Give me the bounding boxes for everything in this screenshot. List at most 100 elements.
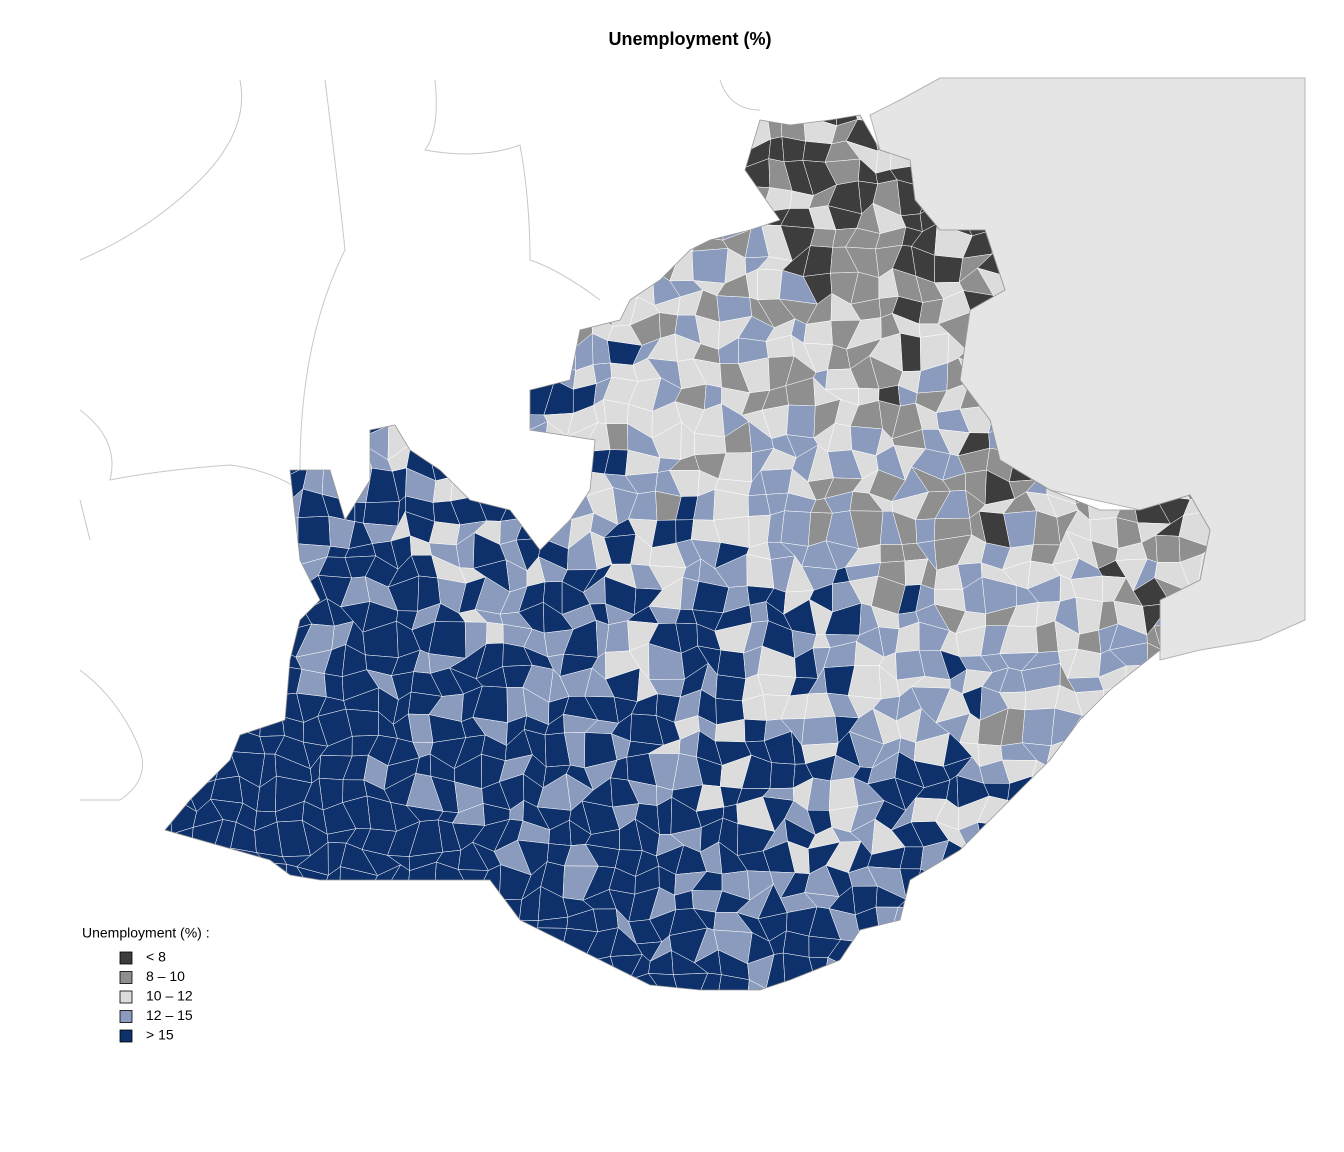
commune — [671, 182, 709, 208]
commune — [565, 115, 590, 121]
commune — [780, 510, 812, 547]
commune — [517, 955, 544, 983]
commune — [1201, 998, 1228, 1025]
commune — [1197, 733, 1210, 763]
commune — [408, 883, 435, 918]
commune — [1054, 795, 1083, 828]
commune — [449, 136, 482, 170]
commune — [1005, 940, 1034, 963]
commune — [165, 645, 181, 678]
commune — [605, 620, 630, 653]
commune — [1153, 737, 1187, 766]
commune — [1087, 730, 1116, 768]
commune — [1064, 740, 1095, 769]
commune — [450, 188, 488, 214]
commune — [344, 115, 375, 153]
commune — [165, 337, 180, 366]
commune — [416, 148, 444, 167]
commune — [165, 115, 198, 128]
commune — [450, 223, 488, 262]
commune — [1032, 934, 1056, 960]
commune — [1048, 865, 1075, 895]
commune — [1154, 803, 1192, 835]
commune — [524, 487, 552, 519]
commune — [1077, 913, 1099, 942]
commune — [299, 932, 334, 962]
commune — [260, 626, 291, 655]
commune — [457, 869, 489, 887]
commune — [192, 127, 224, 143]
commune — [329, 427, 349, 459]
commune — [1133, 994, 1167, 1027]
commune — [458, 933, 489, 960]
commune — [472, 954, 496, 976]
commune — [165, 427, 172, 457]
commune — [934, 255, 964, 283]
commune — [911, 907, 944, 931]
commune — [563, 215, 594, 231]
commune — [627, 179, 661, 220]
commune — [211, 273, 247, 304]
commune — [1180, 733, 1201, 766]
commune — [502, 116, 528, 149]
commune — [185, 892, 213, 921]
commune — [429, 334, 461, 356]
commune — [1199, 755, 1210, 790]
commune — [209, 495, 238, 522]
commune — [606, 136, 639, 162]
commune — [1156, 939, 1182, 967]
commune — [611, 255, 643, 275]
commune — [277, 971, 312, 990]
commune — [405, 994, 444, 1029]
commune — [1054, 776, 1078, 801]
commune — [236, 890, 264, 916]
commune — [624, 255, 657, 273]
commune — [200, 338, 223, 370]
commune — [412, 377, 441, 408]
commune — [625, 224, 664, 261]
commune — [1159, 831, 1190, 854]
commune — [167, 403, 199, 435]
commune — [392, 230, 408, 256]
commune — [215, 225, 247, 258]
commune — [411, 295, 438, 328]
commune — [977, 822, 1015, 846]
commune — [516, 211, 555, 237]
commune — [263, 599, 289, 632]
commune — [565, 118, 591, 153]
commune — [215, 156, 239, 192]
commune — [165, 602, 176, 636]
commune — [165, 795, 172, 835]
commune — [165, 248, 172, 276]
commune — [177, 499, 197, 525]
commune — [669, 247, 694, 282]
commune — [250, 553, 292, 578]
commune — [484, 203, 506, 239]
commune — [236, 474, 268, 498]
commune — [211, 443, 241, 478]
commune — [276, 277, 303, 303]
commune — [586, 201, 617, 231]
commune — [958, 978, 985, 990]
commune — [383, 979, 418, 990]
commune — [187, 581, 222, 613]
commune — [258, 292, 286, 322]
commune — [1179, 755, 1205, 788]
commune — [250, 908, 287, 943]
commune — [427, 403, 466, 435]
commune — [229, 120, 259, 153]
commune — [207, 890, 243, 921]
commune — [165, 229, 172, 259]
commune — [1153, 761, 1187, 783]
commune — [340, 380, 380, 416]
commune — [165, 115, 175, 131]
commune — [459, 377, 482, 412]
commune — [1175, 938, 1210, 960]
commune — [1021, 871, 1061, 890]
commune — [242, 575, 266, 607]
commune — [302, 906, 334, 940]
commune — [165, 180, 170, 217]
commune — [1077, 975, 1106, 990]
commune — [1223, 735, 1257, 762]
commune — [1043, 934, 1078, 966]
